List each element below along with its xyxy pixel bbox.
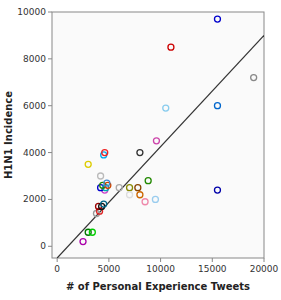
x-axis-label: # of Personal Experience Tweets xyxy=(66,281,250,292)
y-tick xyxy=(48,246,52,247)
scatter-point xyxy=(98,173,104,179)
plot-area xyxy=(52,12,264,258)
scatter-point xyxy=(251,75,257,81)
data-layer xyxy=(57,16,264,258)
x-tick-label: 5000 xyxy=(97,264,120,274)
x-tick xyxy=(212,258,213,262)
y-tick xyxy=(48,152,52,153)
chart: 0 5000 10000 15000 20000 0 2000 4000 6000 8000 100… xyxy=(0,0,281,300)
scatter-point xyxy=(101,201,107,207)
y-tick xyxy=(48,58,52,59)
scatter-point xyxy=(102,150,108,156)
scatter-point xyxy=(127,192,133,198)
y-tick-label: 8000 xyxy=(23,54,46,64)
scatter-point xyxy=(137,192,143,198)
x-tick xyxy=(264,258,265,262)
x-tick xyxy=(108,258,109,262)
scatter-point xyxy=(163,105,169,111)
scatter-point xyxy=(104,180,110,186)
x-tick-label: 15000 xyxy=(198,264,227,274)
scatter-point xyxy=(214,103,220,109)
scatter-point xyxy=(153,138,159,144)
y-tick-label: 0 xyxy=(40,241,46,251)
scatter-point xyxy=(127,185,133,191)
y-tick-label: 4000 xyxy=(23,148,46,158)
y-tick xyxy=(48,12,52,13)
y-tick xyxy=(48,199,52,200)
y-tick xyxy=(48,105,52,106)
scatter-point xyxy=(135,185,141,191)
scatter-point xyxy=(152,196,158,202)
y-tick-label: 10000 xyxy=(17,7,46,17)
x-tick xyxy=(160,258,161,262)
x-tick-label: 0 xyxy=(54,264,60,274)
scatter-point xyxy=(85,161,91,167)
scatter-point xyxy=(80,239,86,245)
scatter-point xyxy=(116,185,122,191)
y-axis-label: H1N1 Incidence xyxy=(3,91,14,179)
scatter-point xyxy=(142,199,148,205)
x-tick-label: 10000 xyxy=(146,264,175,274)
regression-line xyxy=(57,35,264,258)
x-tick xyxy=(57,258,58,262)
plot-frame xyxy=(52,12,264,258)
scatter-point xyxy=(145,178,151,184)
scatter-point xyxy=(137,150,143,156)
scatter-point xyxy=(214,16,220,22)
y-tick-label: 6000 xyxy=(23,101,46,111)
x-tick-label: 20000 xyxy=(250,264,279,274)
scatter-point xyxy=(89,229,95,235)
scatter-point xyxy=(168,44,174,50)
y-tick-label: 2000 xyxy=(23,194,46,204)
scatter-point xyxy=(214,187,220,193)
